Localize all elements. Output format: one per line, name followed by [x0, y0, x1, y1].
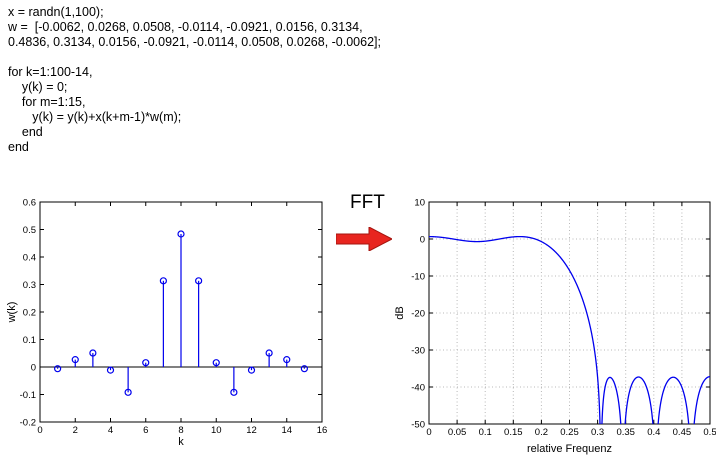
svg-text:0: 0 — [420, 235, 425, 246]
stem-chart-svg: 0 2 4 6 8 10 12 14 16 -0.2 -0.1 0 0.1 0.2 0.3 0.4 0.5 0.6… — [6, 198, 328, 449]
svg-text:0.6: 0.6 — [23, 198, 36, 209]
right-arrow-icon — [336, 227, 392, 251]
svg-text:10: 10 — [211, 425, 222, 436]
svg-text:0.1: 0.1 — [23, 335, 36, 346]
svg-text:k: k — [178, 436, 184, 448]
svg-text:-50: -50 — [411, 420, 425, 431]
svg-text:0.05: 0.05 — [448, 427, 467, 438]
svg-text:0.25: 0.25 — [560, 427, 579, 438]
svg-text:relative Frequenz: relative Frequenz — [527, 443, 612, 455]
svg-text:-30: -30 — [411, 346, 425, 357]
svg-text:12: 12 — [246, 425, 257, 436]
svg-text:0.3: 0.3 — [591, 427, 604, 438]
svg-text:-10: -10 — [411, 272, 425, 283]
svg-text:14: 14 — [281, 425, 292, 436]
svg-text:8: 8 — [178, 425, 183, 436]
svg-text:0.4: 0.4 — [647, 427, 660, 438]
svg-text:0.45: 0.45 — [673, 427, 692, 438]
svg-text:0.1: 0.1 — [479, 427, 492, 438]
svg-text:0.4: 0.4 — [23, 253, 36, 264]
svg-text:0.35: 0.35 — [616, 427, 635, 438]
svg-text:4: 4 — [108, 425, 113, 436]
line-chart-svg: 0 0.05 0.1 0.15 0.2 0.25 0.3 0.35 0.4 0.45 0.5 -50 -… — [394, 198, 717, 455]
svg-text:6: 6 — [143, 425, 148, 436]
svg-text:0: 0 — [426, 427, 431, 438]
svg-text:0.5: 0.5 — [703, 427, 716, 438]
figure-filter-coefficients: 0 2 4 6 8 10 12 14 16 -0.2 -0.1 0 0.1 0.2 0.3 0.4 0.5 0.6… — [6, 196, 328, 453]
svg-text:16: 16 — [317, 425, 328, 436]
figure-frequency-response: 0 0.05 0.1 0.15 0.2 0.25 0.3 0.35 0.4 0.45 0.5 -50 -… — [394, 190, 717, 455]
svg-text:0.2: 0.2 — [23, 308, 36, 319]
svg-text:-20: -20 — [411, 309, 425, 320]
svg-text:0.2: 0.2 — [535, 427, 548, 438]
svg-text:0.15: 0.15 — [504, 427, 523, 438]
svg-text:dB: dB — [394, 306, 406, 319]
fft-label: FFT — [350, 192, 385, 213]
svg-text:10: 10 — [414, 198, 425, 209]
svg-text:0.5: 0.5 — [23, 225, 36, 236]
svg-text:0: 0 — [31, 363, 36, 374]
svg-text:0: 0 — [37, 425, 42, 436]
svg-text:-40: -40 — [411, 383, 425, 394]
fft-transform-indicator: FFT — [336, 192, 396, 251]
svg-text:-0.1: -0.1 — [20, 390, 36, 401]
svg-text:w(k): w(k) — [6, 302, 18, 324]
arrow-shape — [336, 227, 392, 251]
svg-text:2: 2 — [73, 425, 78, 436]
svg-text:0.3: 0.3 — [23, 280, 36, 291]
svg-text:-0.2: -0.2 — [20, 418, 36, 429]
matlab-code: x = randn(1,100); w = [-0.0062, 0.0268, … — [8, 5, 381, 154]
